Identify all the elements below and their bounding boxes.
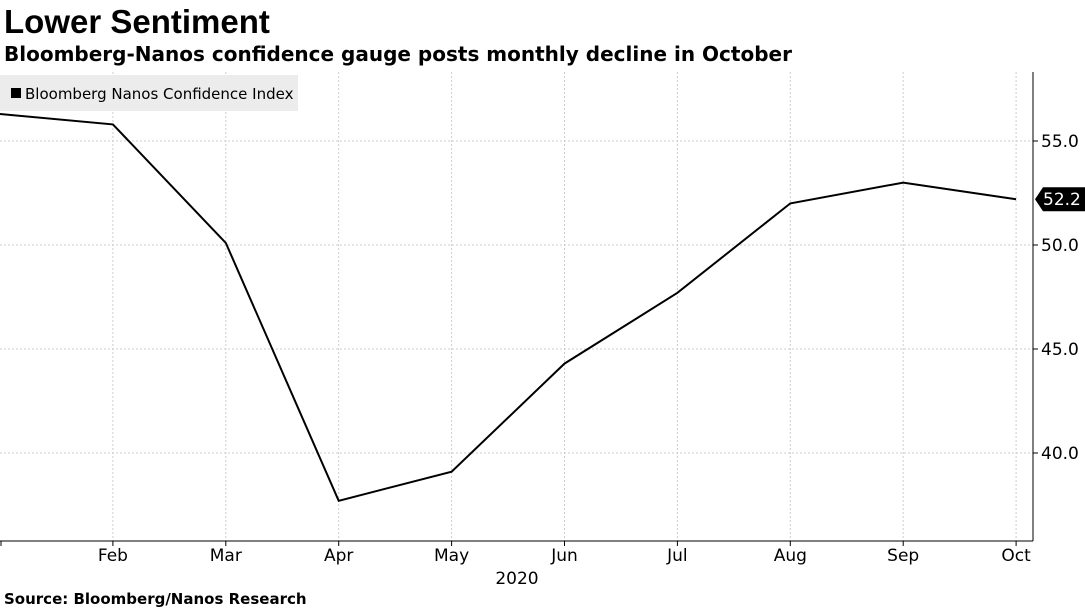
legend-label: Bloomberg Nanos Confidence Index: [25, 85, 294, 103]
gridlines: [0, 72, 1033, 541]
series-line-confidence-index: [0, 113, 1017, 502]
legend: Bloomberg Nanos Confidence Index: [0, 75, 298, 111]
x-tick-label-aug: Aug: [774, 546, 807, 566]
axes: [0, 72, 1034, 542]
legend-background: [0, 75, 298, 111]
x-tick-label-apr: Apr: [324, 546, 353, 566]
last-value-callout: 52.2: [1035, 187, 1085, 212]
chart-subtitle: Bloomberg-Nanos confidence gauge posts m…: [4, 42, 792, 66]
last-value-label: 52.2: [1043, 190, 1081, 210]
chart-area: Feb Mar Apr May Jun Jul Aug Sep Oct 40.0 45.0 50.0 5…: [0, 72, 1085, 589]
x-tick-label-jun: Jun: [550, 546, 578, 566]
x-tick-label-feb: Feb: [98, 546, 128, 566]
ticks: Feb Mar Apr May Jun Jul Aug Sep Oct 40.0 45.0 50.0 5…: [0, 132, 1079, 566]
source-note: Source: Bloomberg/Nanos Research: [4, 590, 307, 608]
legend-swatch: [11, 88, 21, 98]
last-value-callout-shape: [1035, 187, 1085, 212]
x-tick-label-may: May: [434, 546, 469, 566]
y-tick-label-55-0: 55.0: [1041, 132, 1079, 152]
x-tick-label-oct: Oct: [1001, 546, 1031, 566]
x-tick-label-jul: Jul: [666, 546, 688, 566]
x-tick-label-mar: Mar: [210, 546, 242, 566]
x-axis-year-label: 2020: [495, 569, 538, 589]
series: [0, 113, 1017, 502]
y-tick-label-45-0: 45.0: [1041, 340, 1079, 360]
y-tick-label-40-0: 40.0: [1041, 444, 1079, 464]
chart-title: Lower Sentiment: [4, 3, 270, 40]
y-tick-label-50-0: 50.0: [1041, 236, 1079, 256]
x-tick-label-sep: Sep: [887, 546, 919, 566]
